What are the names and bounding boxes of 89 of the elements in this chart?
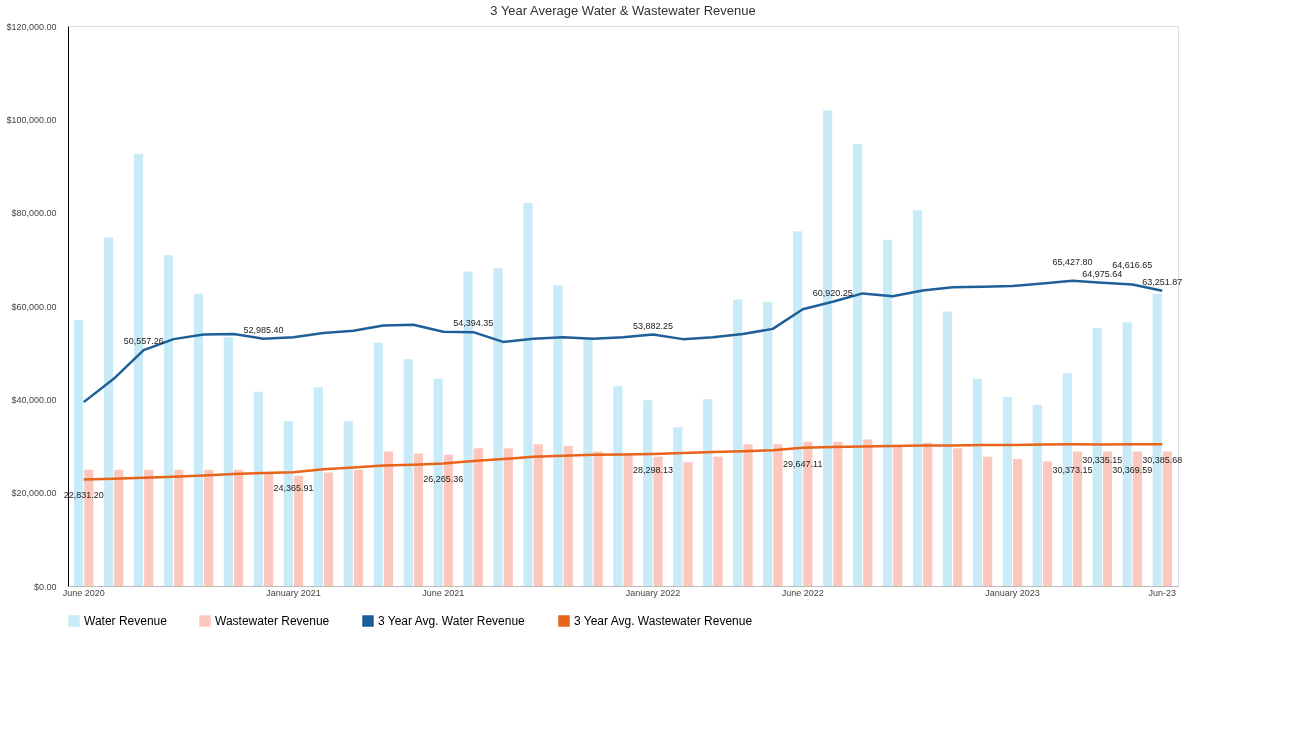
bar	[942, 311, 953, 586]
bar	[613, 386, 623, 586]
bar	[972, 378, 982, 586]
data-label: 28,298.13	[632, 464, 673, 475]
bar	[683, 462, 693, 586]
legend-label: Water Revenue	[84, 614, 168, 628]
bar	[743, 444, 753, 586]
bar	[343, 421, 353, 586]
bar	[523, 202, 533, 586]
bar	[852, 144, 863, 586]
bar	[353, 469, 364, 586]
bar	[923, 442, 933, 586]
bar	[703, 399, 713, 586]
bar	[493, 268, 503, 586]
bar	[533, 444, 543, 586]
y-tick-label: $0.00	[33, 581, 57, 592]
bar	[563, 446, 573, 586]
bar	[114, 469, 124, 586]
bar	[174, 469, 184, 586]
bar	[713, 456, 723, 586]
bar	[623, 454, 633, 586]
data-label: 53,882.25	[632, 320, 673, 331]
bar	[733, 299, 743, 586]
y-tick-label: $80,000.00	[11, 208, 57, 219]
data-label: 65,427.80	[1052, 256, 1093, 267]
data-label: 24,365.91	[273, 483, 314, 494]
data-label: 64,616.65	[1112, 260, 1153, 271]
x-tick-label: January 2023	[985, 587, 1040, 598]
x-tick-label: June 2020	[62, 587, 105, 598]
bar	[593, 451, 603, 586]
legend-label: 3 Year Avg. Wastewater Revenue	[574, 614, 753, 628]
bar	[144, 469, 154, 586]
bar	[473, 448, 483, 586]
data-label: 50,557.26	[123, 336, 164, 347]
bar	[583, 339, 593, 586]
bar	[833, 441, 843, 586]
data-label: 63,251.87	[1142, 276, 1183, 287]
legend-label: Wastewater Revenue	[215, 614, 330, 628]
bar	[882, 239, 893, 586]
data-label: 60,920.25	[812, 287, 853, 298]
data-label: 64,975.64	[1082, 268, 1123, 279]
bar	[1012, 459, 1023, 586]
bar	[503, 448, 513, 586]
bar	[253, 391, 263, 586]
bar	[204, 469, 214, 586]
bar	[673, 427, 683, 586]
bar	[163, 255, 174, 586]
data-label: 30,373.15	[1052, 465, 1093, 476]
bar	[912, 210, 923, 586]
chart-title: 3 Year Average Water & Wastewater Revenue	[490, 3, 756, 18]
bar	[1002, 397, 1012, 586]
bar	[983, 456, 993, 586]
legend-label: 3 Year Avg. Water Revenue	[378, 614, 526, 628]
bar	[373, 342, 383, 586]
data-label: 30,385.68	[1142, 455, 1183, 466]
data-label: 30,369.59	[1112, 465, 1153, 476]
bar	[893, 446, 903, 586]
bar	[773, 444, 783, 586]
data-label: 30,335.15	[1082, 455, 1123, 466]
y-tick-label: $20,000.00	[11, 488, 57, 499]
x-tick-label: January 2022	[625, 587, 681, 598]
data-label: 52,985.40	[243, 324, 284, 335]
bar	[1032, 404, 1042, 586]
data-label: 29,647.11	[783, 458, 823, 469]
data-label: 26,265.36	[423, 474, 464, 485]
y-tick-label: $40,000.00	[11, 394, 57, 405]
bar	[313, 387, 323, 586]
bar	[383, 451, 394, 586]
bar	[1042, 461, 1053, 586]
data-label: 54,394.35	[453, 318, 494, 329]
bar	[323, 472, 334, 586]
bar	[763, 301, 773, 586]
y-tick-label: $60,000.00	[11, 301, 57, 312]
bar	[223, 337, 234, 586]
bar	[553, 285, 563, 586]
x-tick-label: June 2022	[781, 587, 824, 598]
y-tick-label: $100,000.00	[6, 114, 57, 125]
x-tick-label: June 2021	[422, 587, 465, 598]
y-tick-label: $120,000.00	[6, 21, 57, 32]
bar	[193, 293, 204, 586]
bar	[234, 469, 244, 586]
bar	[403, 359, 413, 586]
bar	[863, 439, 873, 586]
bar	[413, 453, 424, 586]
x-tick-label: January 2021	[266, 587, 321, 598]
bar	[264, 474, 274, 586]
x-tick-label: Jun-23	[1148, 587, 1177, 598]
bar	[103, 237, 114, 586]
bar	[953, 448, 963, 586]
